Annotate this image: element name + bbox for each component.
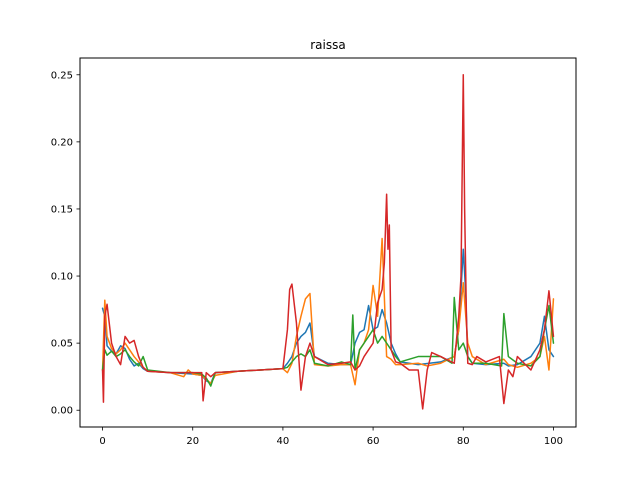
- x-tick-label: 60: [367, 436, 380, 447]
- series-line-4: [101, 74, 555, 410]
- x-tick-label: 0: [99, 436, 105, 447]
- x-tick-label: 20: [186, 436, 199, 447]
- x-tick-label: 40: [277, 436, 290, 447]
- y-tick-label: 0.00: [51, 406, 73, 417]
- x-tick-label: 100: [544, 436, 563, 447]
- chart-title: raissa: [310, 38, 345, 52]
- x-tick-label: 80: [457, 436, 470, 447]
- series-layer: [101, 74, 555, 410]
- y-tick-label: 0.20: [51, 137, 73, 148]
- x-axis: 0 20 40 60 80 100: [99, 427, 563, 447]
- y-tick-label: 0.15: [51, 204, 73, 215]
- y-tick-label: 0.25: [51, 70, 73, 81]
- plot-frame: [79, 57, 577, 428]
- y-tick-label: 0.10: [51, 272, 73, 283]
- y-axis: 0.00 0.05 0.10 0.15 0.20 0.25: [51, 70, 80, 417]
- y-tick-label: 0.05: [51, 339, 73, 350]
